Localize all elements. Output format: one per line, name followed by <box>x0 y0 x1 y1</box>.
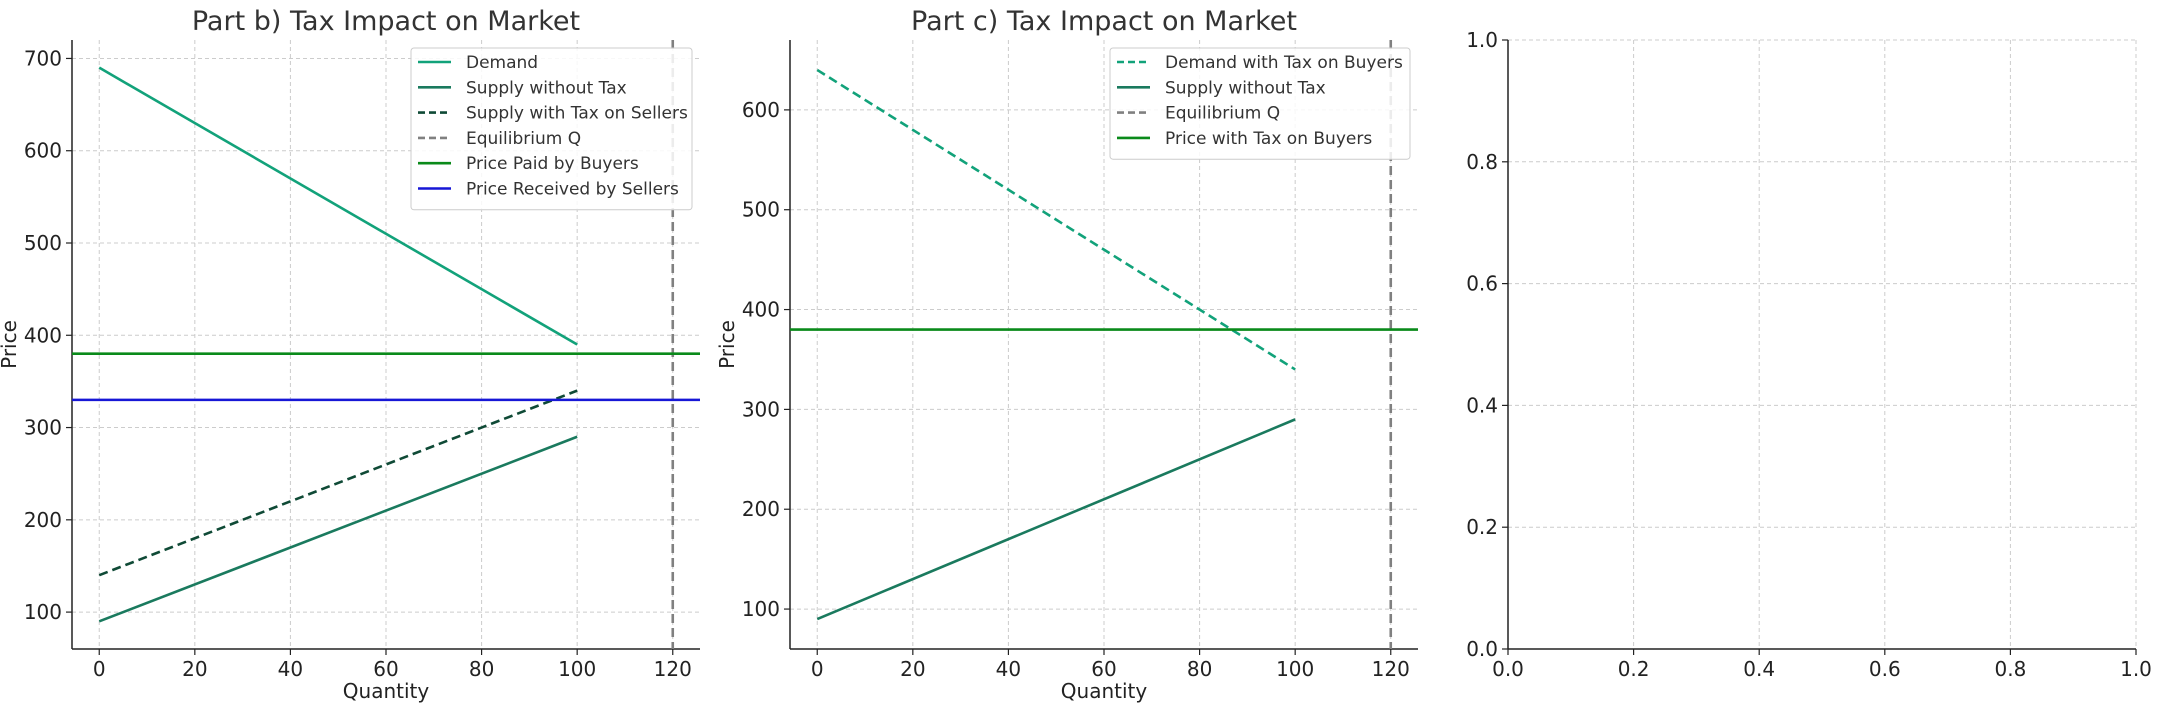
y-tick-label: 0.2 <box>1466 515 1498 539</box>
chart-panel-part-c: 0 20 40 60 80 100 120 100 200 300 400 500 600 Part c)… <box>715 6 1418 703</box>
x-tick-label: 0 <box>93 657 106 681</box>
series-line-1 <box>98 435 578 623</box>
legend-box <box>1109 47 1411 160</box>
legend: Demand with Tax on Buyers Supply without … <box>1109 47 1411 160</box>
y-tick-label: 600 <box>24 139 62 163</box>
chart-title: Part b) Tax Impact on Market <box>192 6 580 37</box>
y-axis-label: Price <box>0 320 21 369</box>
legend-label: Equilibrium Q <box>1165 104 1280 124</box>
x-tick-label: 0.6 <box>1869 657 1901 681</box>
y-tick-label: 700 <box>24 46 62 70</box>
x-tick-label: 0 <box>811 657 824 681</box>
legend-label: Demand <box>466 53 538 73</box>
y-tick-label: 500 <box>24 231 62 255</box>
legend-box <box>410 47 693 211</box>
y-tick-label: 300 <box>24 416 62 440</box>
x-tick-label: 80 <box>1187 657 1212 681</box>
legend-label: Price Received by Sellers <box>466 180 679 200</box>
chart-panel-empty: 0.0 0.2 0.4 0.6 0.8 1.0 0.0 0.2 0.4 0.6 0.8 1.0 <box>1466 28 2152 681</box>
x-axis-label: Quantity <box>1061 679 1148 703</box>
y-tick-label: 400 <box>24 323 62 347</box>
x-axis-label: Quantity <box>343 679 430 703</box>
legend-label: Equilibrium Q <box>466 129 581 149</box>
y-tick-label: 0.6 <box>1466 272 1498 296</box>
y-tick-label: 1.0 <box>1466 28 1498 52</box>
x-tick-label: 60 <box>1091 657 1116 681</box>
x-tick-label: 0.4 <box>1743 657 1775 681</box>
series-line-1 <box>816 418 1296 621</box>
x-tick-label: 1.0 <box>2120 657 2152 681</box>
x-tick-label: 120 <box>1372 657 1410 681</box>
legend: Demand Supply without Tax Supply with Tax … <box>410 47 693 211</box>
y-tick-label: 300 <box>742 397 780 421</box>
x-tick-label: 20 <box>900 657 925 681</box>
y-tick-label: 0.0 <box>1466 637 1498 661</box>
y-axis-label: Price <box>715 320 739 369</box>
y-tick-label: 500 <box>742 198 780 222</box>
series-line-0 <box>816 68 1296 371</box>
x-tick-label: 100 <box>1276 657 1314 681</box>
x-tick-label: 40 <box>278 657 303 681</box>
y-tick-label: 0.4 <box>1466 393 1498 417</box>
y-tick-label: 200 <box>24 508 62 532</box>
x-tick-label: 20 <box>182 657 207 681</box>
legend-label: Supply with Tax on Sellers <box>466 104 688 124</box>
x-tick-label: 40 <box>996 657 1021 681</box>
x-tick-label: 60 <box>373 657 398 681</box>
y-tick-label: 100 <box>24 600 62 624</box>
legend-label: Demand with Tax on Buyers <box>1165 53 1403 73</box>
legend-label: Supply without Tax <box>466 78 627 98</box>
x-tick-label: 0.2 <box>1618 657 1650 681</box>
y-tick-label: 0.8 <box>1466 150 1498 174</box>
y-tick-label: 400 <box>742 298 780 322</box>
y-tick-label: 600 <box>742 98 780 122</box>
legend-label: Price with Tax on Buyers <box>1165 129 1372 149</box>
y-tick-label: 100 <box>742 597 780 621</box>
legend-label: Price Paid by Buyers <box>466 154 639 174</box>
y-tick-label: 200 <box>742 497 780 521</box>
chart-panel-part-b: 0 20 40 60 80 100 120 100 200 300 400 500 600 700 Part… <box>0 6 700 703</box>
x-tick-label: 0.8 <box>1994 657 2026 681</box>
chart-title: Part c) Tax Impact on Market <box>911 6 1297 37</box>
x-tick-label: 100 <box>558 657 596 681</box>
x-tick-label: 120 <box>654 657 692 681</box>
legend-label: Supply without Tax <box>1165 78 1326 98</box>
x-tick-label: 80 <box>469 657 494 681</box>
series-line-2 <box>98 389 578 577</box>
x-tick-label: 0.0 <box>1492 657 1524 681</box>
series-line-0 <box>98 66 578 346</box>
